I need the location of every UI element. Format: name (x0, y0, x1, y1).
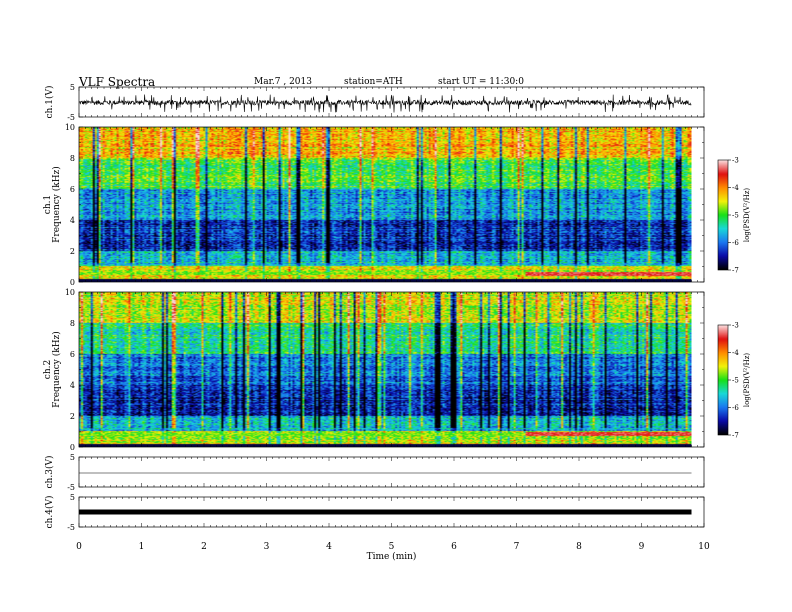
x-tick-label: 5 (389, 542, 395, 552)
ch2_spec-spectrogram (79, 292, 692, 447)
ch4_wave-y-axis-label: ch.4(V) (44, 496, 55, 529)
ch1_spec-colorbar-tick-label: -7 (732, 267, 739, 275)
ch1_spec-y-tick-label: 2 (70, 247, 75, 256)
ch2_spec-colorbar (718, 325, 728, 435)
start-time-label: start UT = 11:30:0 (438, 77, 524, 87)
ch1_spec-channel-label: ch.1 (43, 195, 53, 214)
x-tick-label: 1 (139, 542, 145, 552)
axes-layer: 5-5ch.1(V)-3-4-5-6-7log(PSD(V²/Hz)108642… (43, 83, 751, 562)
ch3_wave-y-tick-label: 5 (70, 453, 75, 462)
spectrogram-layer (79, 127, 728, 447)
ch1_spec-y-tick-label: 8 (70, 154, 75, 163)
ch2_spec-y-tick-label: 4 (70, 381, 75, 390)
date-label: Mar.7 , 2013 (254, 77, 312, 87)
ch1_wave-y-tick-label: -5 (67, 113, 75, 122)
x-tick-label: 6 (451, 542, 457, 552)
ch1_spec-y-tick-label: 10 (65, 123, 75, 132)
ch4_wave-y-tick-label: -5 (67, 523, 75, 532)
ch2_spec-y-tick-label: 10 (65, 288, 75, 297)
ch1_wave-waveform (79, 94, 692, 113)
ch1_wave-y-tick-label: 5 (70, 83, 75, 92)
ch2_spec-y-tick-label: 8 (70, 319, 75, 328)
ch2_spec-y-tick-label: 6 (70, 350, 75, 359)
ch1_spec-colorbar-tick-label: -3 (732, 157, 739, 165)
ch1_spec-y-tick-label: 6 (70, 185, 75, 194)
ch1_spec-y-tick-label: 4 (70, 216, 75, 225)
ch1_spec-colorbar (718, 160, 728, 270)
ch2_spec-colorbar-tick-label: -5 (732, 377, 739, 385)
x-axis-label: Time (min) (367, 551, 417, 562)
ch4_wave-waveform (79, 509, 692, 515)
ch4_wave-y-tick-label: 5 (70, 493, 75, 502)
ch1_spec-spectrogram (79, 127, 692, 282)
ch2_spec-channel-label: ch.2 (43, 360, 53, 379)
ch1_spec-y-tick-label: 0 (70, 278, 75, 287)
ch2_spec-colorbar-tick-label: -7 (732, 432, 739, 440)
ch1_spec-y-axis-label: Frequency (kHz) (51, 166, 62, 243)
x-tick-label: 3 (264, 542, 270, 552)
ch3_wave-y-axis-label: ch.3(V) (44, 456, 55, 489)
x-tick-label: 7 (514, 542, 520, 552)
ch2_spec-y-tick-label: 2 (70, 412, 75, 421)
ch2_spec-colorbar-label: log(PSD(V²/Hz) (743, 353, 751, 408)
ch1_spec-colorbar-label: log(PSD(V²/Hz) (743, 188, 751, 243)
x-tick-label: 9 (639, 542, 645, 552)
ch2_spec-y-tick-label: 0 (70, 443, 75, 452)
waveform-layer (79, 94, 692, 515)
chart-title: VLF Spectra (79, 75, 156, 89)
ch1_wave-y-axis-label: ch.1(V) (44, 86, 55, 119)
ch2_spec-colorbar-tick-label: -4 (732, 349, 739, 357)
ch1_spec-colorbar-tick-label: -4 (732, 184, 739, 192)
ch1_spec-colorbar-tick-label: -5 (732, 212, 739, 220)
x-tick-label: 2 (201, 542, 207, 552)
ch2_spec-colorbar-tick-label: -3 (732, 322, 739, 330)
ch1_spec-colorbar-tick-label: -6 (732, 239, 739, 247)
x-tick-label: 0 (76, 542, 82, 552)
x-tick-label: 8 (576, 542, 582, 552)
ch3_wave-y-tick-label: -5 (67, 483, 75, 492)
x-tick-label: 4 (326, 542, 332, 552)
ch2_spec-y-axis-label: Frequency (kHz) (51, 331, 62, 408)
station-label: station=ATH (344, 77, 403, 87)
ch2_spec-colorbar-tick-label: -6 (732, 404, 739, 412)
x-tick-label: 10 (698, 542, 710, 552)
ch3_wave-frame (78, 456, 705, 488)
